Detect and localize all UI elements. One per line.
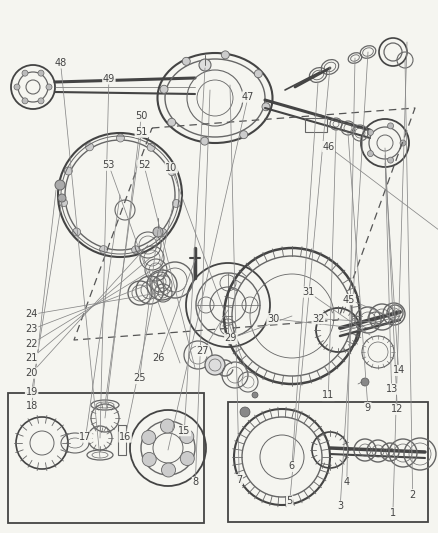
Text: 45: 45 [342,295,354,304]
Circle shape [182,58,190,66]
Circle shape [167,118,175,126]
Text: 26: 26 [152,353,165,363]
Text: 52: 52 [138,160,150,170]
Circle shape [387,157,392,163]
Text: 22: 22 [25,339,38,349]
Circle shape [38,98,44,104]
Text: 16: 16 [119,432,131,442]
Text: 7: 7 [236,475,242,484]
Text: 49: 49 [102,74,115,84]
Circle shape [168,168,176,176]
Circle shape [221,51,229,59]
Circle shape [142,453,156,466]
Circle shape [254,70,262,78]
Text: 9: 9 [364,403,370,413]
Circle shape [22,98,28,104]
Text: 50: 50 [135,111,147,121]
Circle shape [46,84,52,90]
Text: 18: 18 [25,401,38,411]
Circle shape [367,151,373,157]
Circle shape [387,123,392,129]
Text: 1: 1 [389,508,395,518]
Text: 6: 6 [288,462,294,471]
Circle shape [172,199,180,207]
Text: 53: 53 [102,160,115,170]
Circle shape [116,134,124,142]
Circle shape [198,59,211,71]
Text: 10: 10 [165,163,177,173]
Text: 14: 14 [392,366,404,375]
Text: 2: 2 [409,490,415,499]
Text: 47: 47 [241,92,254,102]
Circle shape [160,419,174,433]
Text: 5: 5 [286,496,292,506]
Text: 48: 48 [54,58,67,68]
Text: 23: 23 [25,325,38,334]
Text: 29: 29 [224,334,237,343]
Text: 17: 17 [79,432,92,442]
Text: 19: 19 [25,387,38,397]
Circle shape [99,246,107,254]
Circle shape [239,131,247,139]
Text: 13: 13 [385,384,397,394]
Text: 46: 46 [321,142,334,151]
Circle shape [58,194,66,202]
Circle shape [205,355,225,375]
Text: 12: 12 [390,405,403,414]
Text: 8: 8 [192,478,198,487]
Circle shape [147,143,155,151]
Circle shape [131,246,139,254]
Circle shape [85,143,93,151]
Circle shape [60,199,67,207]
Circle shape [180,451,194,465]
Circle shape [22,70,28,76]
Text: 30: 30 [266,314,279,324]
Circle shape [64,167,72,175]
Circle shape [200,137,208,145]
Circle shape [251,392,258,398]
Bar [8,393,204,523]
Circle shape [399,140,405,146]
Bar [304,118,326,132]
Circle shape [367,130,373,135]
Circle shape [161,463,175,477]
Text: 20: 20 [25,368,38,378]
Text: 27: 27 [196,346,208,356]
Text: 11: 11 [321,391,334,400]
Bar [118,425,126,455]
Circle shape [55,180,65,190]
Circle shape [14,84,20,90]
Text: 21: 21 [25,353,38,363]
Text: 51: 51 [135,127,147,137]
Circle shape [159,229,166,237]
Circle shape [38,70,44,76]
Text: 15: 15 [178,426,190,435]
Circle shape [160,85,168,93]
Text: 32: 32 [311,314,324,324]
Circle shape [261,103,269,111]
Circle shape [240,407,249,417]
Text: 4: 4 [343,478,349,487]
Text: 31: 31 [301,287,314,297]
Circle shape [141,431,155,445]
Text: 3: 3 [336,502,343,511]
Text: 24: 24 [25,310,38,319]
Circle shape [153,227,162,237]
Text: 25: 25 [133,374,145,383]
Circle shape [73,228,81,236]
Circle shape [360,378,368,386]
Circle shape [180,430,193,443]
Bar [227,402,427,522]
